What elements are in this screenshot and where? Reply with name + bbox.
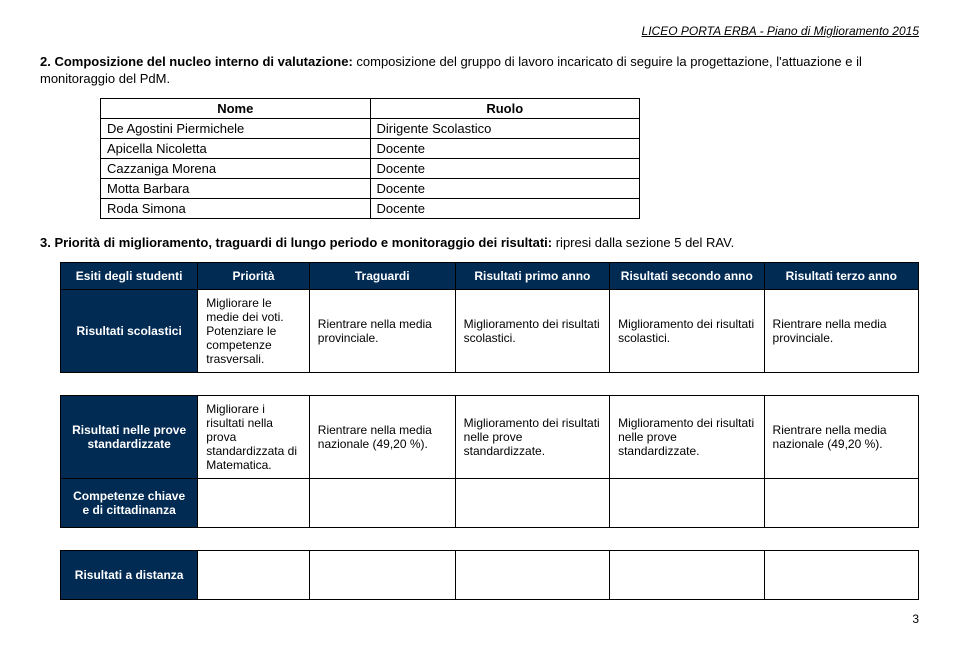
priorita-table-block1: Esiti degli studenti Priorità Traguardi …: [60, 262, 919, 373]
section-3-rest: ripresi dalla sezione 5 del RAV.: [552, 235, 734, 250]
cell: [455, 478, 609, 527]
cell: [309, 478, 455, 527]
cell: Miglioramento dei risultati nelle prove …: [455, 395, 609, 478]
cell-nome: Apicella Nicoletta: [101, 138, 371, 158]
cell: [198, 550, 310, 599]
page-number: 3: [40, 612, 919, 626]
cell: Migliorare i risultati nella prova stand…: [198, 395, 310, 478]
section-2-num: 2.: [40, 54, 51, 69]
cell: Rientrare nella media nazionale (49,20 %…: [764, 395, 918, 478]
table-header-row: Nome Ruolo: [101, 98, 640, 118]
cell-ruolo: Docente: [370, 198, 640, 218]
row-label-competenze: Competenze chiave e di cittadinanza: [61, 478, 198, 527]
section-3-num: 3.: [40, 235, 51, 250]
table-row: Roda SimonaDocente: [101, 198, 640, 218]
cell-ruolo: Docente: [370, 178, 640, 198]
table-header-row: Esiti degli studenti Priorità Traguardi …: [61, 262, 919, 289]
doc-header: LICEO PORTA ERBA - Piano di Migliorament…: [40, 24, 919, 38]
section-3-text: 3. Priorità di miglioramento, traguardi …: [40, 235, 919, 252]
table-row: Risultati a distanza: [61, 550, 919, 599]
table-row: Motta BarbaraDocente: [101, 178, 640, 198]
col-traguardi: Traguardi: [309, 262, 455, 289]
cell-ruolo: Dirigente Scolastico: [370, 118, 640, 138]
priorita-table-block3: Risultati a distanza: [60, 550, 919, 600]
cell: [198, 478, 310, 527]
col-anno3: Risultati terzo anno: [764, 262, 918, 289]
row-label-standardizzate: Risultati nelle prove standardizzate: [61, 395, 198, 478]
cell-nome: Roda Simona: [101, 198, 371, 218]
cell-nome: De Agostini Piermichele: [101, 118, 371, 138]
cell: Rientrare nella media nazionale (49,20 %…: [309, 395, 455, 478]
cell: Rientrare nella media provinciale.: [764, 289, 918, 372]
priorita-table-block2: Risultati nelle prove standardizzate Mig…: [60, 395, 919, 528]
cell: [309, 550, 455, 599]
col-esiti: Esiti degli studenti: [61, 262, 198, 289]
section-2-text: 2. Composizione del nucleo interno di va…: [40, 54, 919, 88]
cell-nome: Cazzaniga Morena: [101, 158, 371, 178]
cell: [610, 478, 764, 527]
table-row: Risultati scolastici Migliorare le medie…: [61, 289, 919, 372]
col-anno2: Risultati secondo anno: [610, 262, 764, 289]
cell: [764, 550, 918, 599]
col-nome: Nome: [101, 98, 371, 118]
table-row: Cazzaniga MorenaDocente: [101, 158, 640, 178]
cell: [455, 550, 609, 599]
cell-nome: Motta Barbara: [101, 178, 371, 198]
col-anno1: Risultati primo anno: [455, 262, 609, 289]
row-label-distanza: Risultati a distanza: [61, 550, 198, 599]
cell: Miglioramento dei risultati scolastici.: [455, 289, 609, 372]
row-label-scolastici: Risultati scolastici: [61, 289, 198, 372]
section-2-bold: Composizione del nucleo interno di valut…: [54, 54, 352, 69]
cell: Rientrare nella media provinciale.: [309, 289, 455, 372]
col-ruolo: Ruolo: [370, 98, 640, 118]
cell: Miglioramento dei risultati nelle prove …: [610, 395, 764, 478]
cell: Migliorare le medie dei voti. Potenziare…: [198, 289, 310, 372]
cell-ruolo: Docente: [370, 158, 640, 178]
cell: [764, 478, 918, 527]
cell-ruolo: Docente: [370, 138, 640, 158]
section-3-bold: Priorità di miglioramento, traguardi di …: [54, 235, 552, 250]
col-priorita: Priorità: [198, 262, 310, 289]
table-row: Apicella NicolettaDocente: [101, 138, 640, 158]
table-row: Competenze chiave e di cittadinanza: [61, 478, 919, 527]
cell: Miglioramento dei risultati scolastici.: [610, 289, 764, 372]
table-row: Risultati nelle prove standardizzate Mig…: [61, 395, 919, 478]
table-row: De Agostini PiermicheleDirigente Scolast…: [101, 118, 640, 138]
cell: [610, 550, 764, 599]
nome-ruolo-table: Nome Ruolo De Agostini PiermicheleDirige…: [100, 98, 640, 219]
